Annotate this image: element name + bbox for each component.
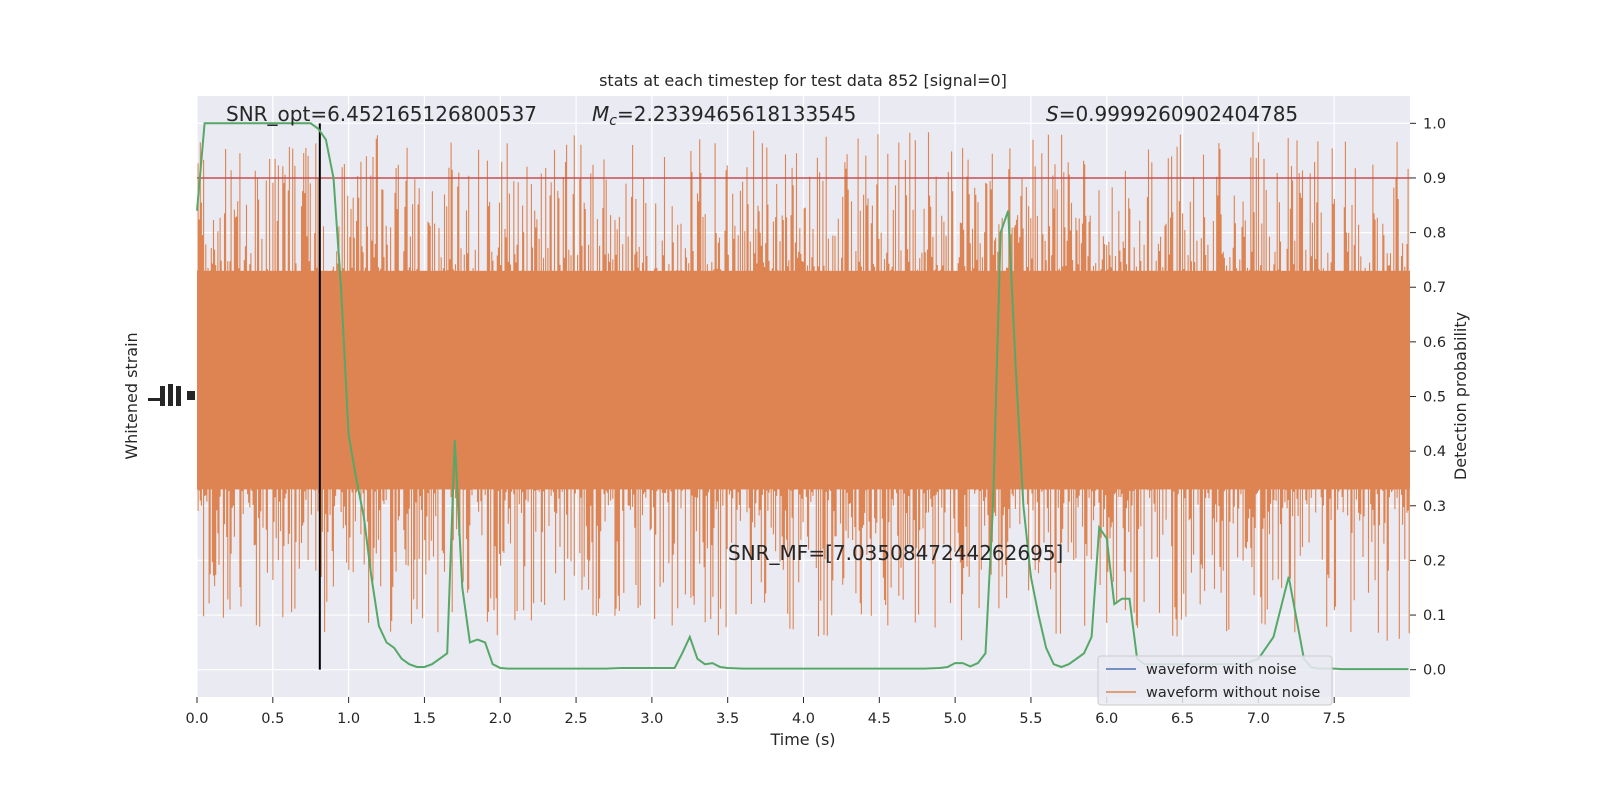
x-tick-label: 5.5 xyxy=(1019,711,1042,727)
x-tick-label: 1.5 xyxy=(413,711,436,727)
y-tick-label: 0.8 xyxy=(1423,226,1446,242)
noise-band xyxy=(197,130,1410,641)
legend-box xyxy=(1097,655,1333,706)
annotation-mc-symbol: M xyxy=(592,102,609,126)
x-tick-label: 4.0 xyxy=(792,711,815,727)
x-axis-label: Time (s) xyxy=(769,730,835,749)
x-tick-label: 7.5 xyxy=(1323,711,1346,727)
x-tick-label: 6.5 xyxy=(1171,711,1194,727)
annotation-s-value: =0.9999260902404785 xyxy=(1059,102,1298,126)
y-tick-label: 0.4 xyxy=(1423,444,1446,460)
x-tick-label: 0.5 xyxy=(261,711,284,727)
annotation-mc-value: =2.2339465618133545 xyxy=(617,102,856,126)
y-tick-label: 0.0 xyxy=(1423,663,1446,679)
left-y-axis-label: Whitened strain xyxy=(122,332,141,459)
y-tick-label: 0.9 xyxy=(1423,171,1446,187)
left-tick-smudge xyxy=(187,391,195,400)
x-tick-label: 5.0 xyxy=(944,711,967,727)
left-tick-smudge xyxy=(176,386,181,406)
y-tick-label: 0.1 xyxy=(1423,608,1446,624)
chart-title: stats at each timestep for test data 852… xyxy=(599,71,1007,90)
right-y-axis-ticks: 0.0 0.1 0.2 0.3 0.4 0.5 0.6 0.7 0.8 0.9 1.0 xyxy=(1410,116,1446,679)
x-tick-label: 6.0 xyxy=(1095,711,1118,727)
left-tick-smudge xyxy=(160,386,165,406)
x-axis-ticks: 0.0 0.5 1.0 1.5 2.0 2.5 3.0 3.5 4.0 4.5 5.0 5.5 6.0 6… xyxy=(185,697,1346,727)
y-tick-label: 0.3 xyxy=(1423,499,1446,515)
noise-band-spikes xyxy=(197,130,1410,641)
x-tick-label: 3.5 xyxy=(716,711,739,727)
y-tick-label: 0.7 xyxy=(1423,280,1446,296)
x-tick-label: 0.0 xyxy=(185,711,208,727)
annotation-chirp-mass: Mc=2.2339465618133545 xyxy=(592,102,856,129)
annotation-snr-opt: SNR_opt=6.452165126800537 xyxy=(226,102,537,126)
annotation-snr-mf: SNR_MF=[7.035084724426269​5] xyxy=(728,541,1063,565)
y-tick-label: 1.0 xyxy=(1423,116,1446,132)
left-axis-overlapping-ticks xyxy=(148,384,195,406)
annotation-significance: S=0.9999260902404785 xyxy=(1046,102,1298,126)
x-tick-label: 2.0 xyxy=(489,711,512,727)
annotation-mc-subscript: c xyxy=(609,113,617,129)
x-tick-label: 4.5 xyxy=(868,711,891,727)
x-tick-label: 1.0 xyxy=(337,711,360,727)
left-tick-smudge xyxy=(168,384,173,406)
x-tick-label: 7.0 xyxy=(1247,711,1270,727)
legend: waveform with noise waveform without noi… xyxy=(1097,655,1333,706)
y-tick-label: 0.6 xyxy=(1423,335,1446,351)
y-tick-label: 0.5 xyxy=(1423,390,1446,406)
legend-label-with-noise: waveform with noise xyxy=(1146,662,1297,678)
x-tick-label: 3.0 xyxy=(640,711,663,727)
legend-label-without-noise: waveform without noise xyxy=(1146,685,1320,701)
x-tick-label: 2.5 xyxy=(565,711,588,727)
right-y-axis-label: Detection probability xyxy=(1451,312,1470,480)
y-tick-label: 0.2 xyxy=(1423,553,1446,569)
annotation-s-symbol: S xyxy=(1046,102,1059,126)
left-tick-smudge xyxy=(148,398,162,401)
